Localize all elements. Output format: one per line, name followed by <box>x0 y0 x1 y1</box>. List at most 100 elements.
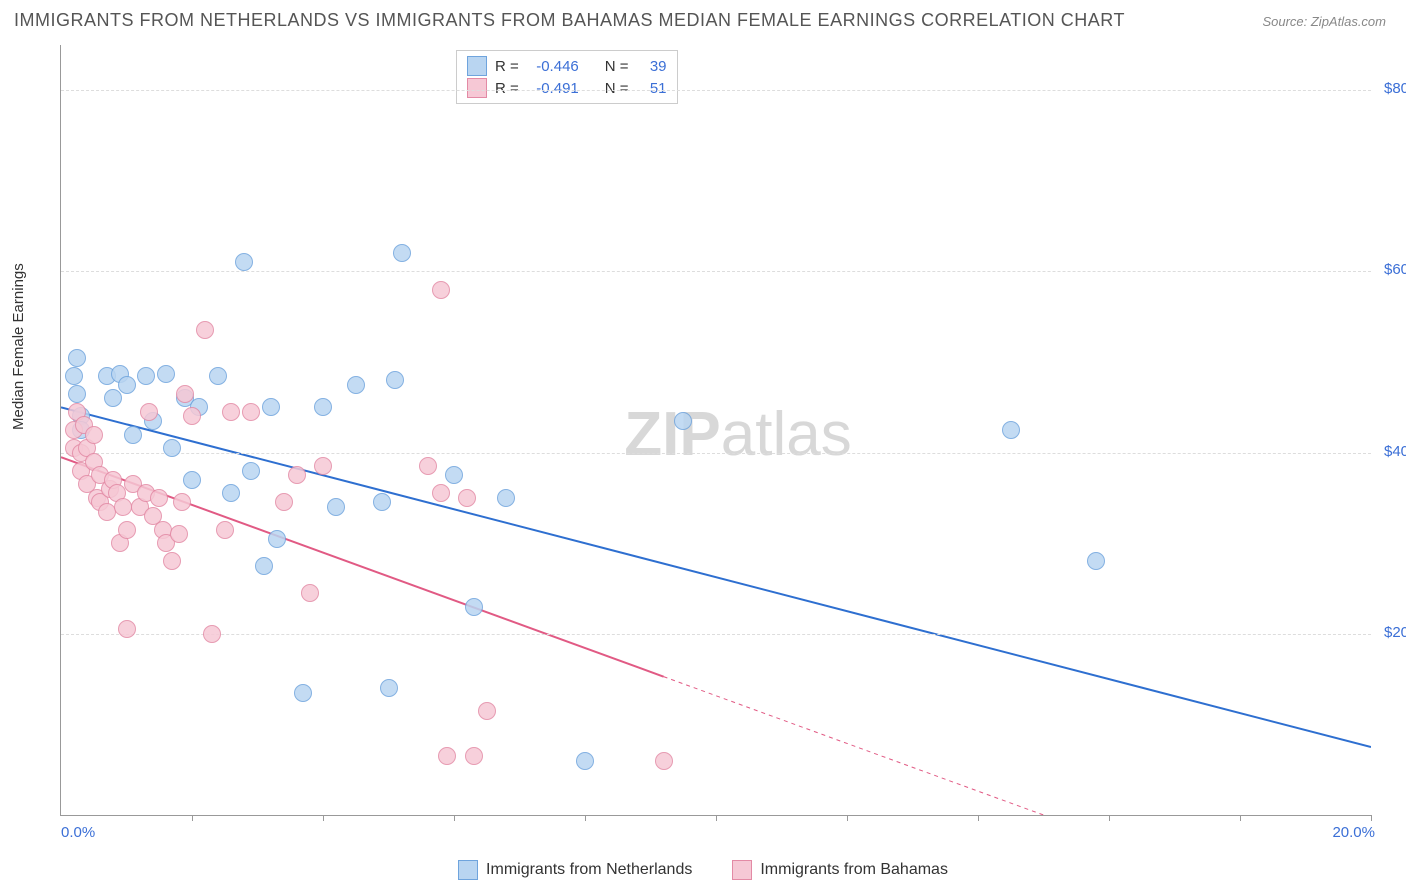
scatter-point-netherlands <box>157 365 175 383</box>
legend-item-netherlands: Immigrants from Netherlands <box>458 860 692 880</box>
legend-label-bahamas: Immigrants from Bahamas <box>760 861 948 879</box>
scatter-point-bahamas <box>176 385 194 403</box>
scatter-point-bahamas <box>222 403 240 421</box>
chart-title: IMMIGRANTS FROM NETHERLANDS VS IMMIGRANT… <box>14 10 1125 31</box>
x-tick <box>585 815 586 821</box>
x-tick-label-min: 0.0% <box>61 824 95 841</box>
watermark-logo: ZIPatlas <box>624 399 851 470</box>
scatter-point-netherlands <box>386 371 404 389</box>
scatter-point-netherlands <box>314 398 332 416</box>
watermark-rest: atlas <box>721 400 852 469</box>
scatter-point-bahamas <box>458 489 476 507</box>
series-legend: Immigrants from Netherlands Immigrants fr… <box>0 860 1406 880</box>
scatter-point-bahamas <box>98 503 116 521</box>
scatter-point-bahamas <box>432 484 450 502</box>
scatter-point-bahamas <box>301 584 319 602</box>
r-value-bahamas: -0.491 <box>527 80 579 97</box>
scatter-point-bahamas <box>275 493 293 511</box>
scatter-point-netherlands <box>163 439 181 457</box>
scatter-point-bahamas <box>163 552 181 570</box>
x-tick <box>1109 815 1110 821</box>
legend-item-bahamas: Immigrants from Bahamas <box>732 860 948 880</box>
scatter-point-bahamas <box>288 466 306 484</box>
scatter-point-netherlands <box>294 684 312 702</box>
y-gridline <box>61 271 1371 272</box>
scatter-point-bahamas <box>465 747 483 765</box>
x-tick <box>323 815 324 821</box>
scatter-point-netherlands <box>1002 421 1020 439</box>
y-gridline <box>61 453 1371 454</box>
scatter-point-netherlands <box>255 557 273 575</box>
scatter-point-netherlands <box>497 489 515 507</box>
scatter-point-bahamas <box>216 521 234 539</box>
x-tick <box>192 815 193 821</box>
scatter-point-netherlands <box>118 376 136 394</box>
scatter-point-bahamas <box>173 493 191 511</box>
y-axis-label: Median Female Earnings <box>10 263 27 430</box>
scatter-point-netherlands <box>104 389 122 407</box>
scatter-point-netherlands <box>268 530 286 548</box>
source-prefix: Source: <box>1262 14 1310 29</box>
x-tick-label-max: 20.0% <box>1332 824 1375 841</box>
scatter-point-netherlands <box>235 253 253 271</box>
x-tick <box>847 815 848 821</box>
scatter-point-bahamas <box>203 625 221 643</box>
n-label: N = <box>605 58 629 75</box>
n-value-bahamas: 51 <box>637 80 667 97</box>
scatter-point-bahamas <box>655 752 673 770</box>
scatter-point-netherlands <box>445 466 463 484</box>
scatter-point-bahamas <box>183 407 201 425</box>
scatter-point-netherlands <box>373 493 391 511</box>
scatter-point-netherlands <box>393 244 411 262</box>
y-tick-label: $20,000 <box>1376 624 1406 641</box>
stats-row-netherlands: R = -0.446 N = 39 <box>467 55 667 77</box>
scatter-point-netherlands <box>242 462 260 480</box>
scatter-point-netherlands <box>380 679 398 697</box>
y-gridline <box>61 90 1371 91</box>
n-value-netherlands: 39 <box>637 58 667 75</box>
stats-swatch-netherlands <box>467 56 487 76</box>
scatter-point-bahamas <box>114 498 132 516</box>
x-tick <box>978 815 979 821</box>
n-label: N = <box>605 80 629 97</box>
scatter-point-netherlands <box>209 367 227 385</box>
x-tick <box>716 815 717 821</box>
source-name: ZipAtlas.com <box>1311 14 1386 29</box>
scatter-point-netherlands <box>137 367 155 385</box>
scatter-point-netherlands <box>68 385 86 403</box>
scatter-point-netherlands <box>347 376 365 394</box>
trend-line-dashed-bahamas <box>664 677 1044 815</box>
watermark-bold: ZIP <box>624 400 720 469</box>
scatter-point-netherlands <box>576 752 594 770</box>
trend-line-netherlands <box>61 407 1371 747</box>
scatter-point-bahamas <box>242 403 260 421</box>
scatter-point-bahamas <box>196 321 214 339</box>
y-tick-label: $80,000 <box>1376 80 1406 97</box>
scatter-point-netherlands <box>124 426 142 444</box>
y-gridline <box>61 634 1371 635</box>
scatter-point-bahamas <box>140 403 158 421</box>
stats-row-bahamas: R = -0.491 N = 51 <box>467 77 667 99</box>
r-value-netherlands: -0.446 <box>527 58 579 75</box>
legend-label-netherlands: Immigrants from Netherlands <box>486 861 692 879</box>
scatter-point-netherlands <box>68 349 86 367</box>
scatter-point-netherlands <box>222 484 240 502</box>
scatter-point-netherlands <box>65 367 83 385</box>
r-label: R = <box>495 58 519 75</box>
scatter-point-bahamas <box>118 521 136 539</box>
scatter-point-netherlands <box>327 498 345 516</box>
x-tick <box>1371 815 1372 821</box>
scatter-point-bahamas <box>478 702 496 720</box>
r-label: R = <box>495 80 519 97</box>
scatter-point-bahamas <box>419 457 437 475</box>
legend-swatch-netherlands <box>458 860 478 880</box>
y-tick-label: $60,000 <box>1376 261 1406 278</box>
x-tick <box>1240 815 1241 821</box>
scatter-plot-area: ZIPatlas R =-0.446N =39R =-0.491N =51 $2… <box>60 45 1371 816</box>
scatter-point-bahamas <box>85 426 103 444</box>
x-tick <box>454 815 455 821</box>
scatter-point-bahamas <box>438 747 456 765</box>
source-attribution: Source: ZipAtlas.com <box>1262 14 1386 29</box>
trend-lines-svg <box>61 45 1371 815</box>
scatter-point-netherlands <box>1087 552 1105 570</box>
